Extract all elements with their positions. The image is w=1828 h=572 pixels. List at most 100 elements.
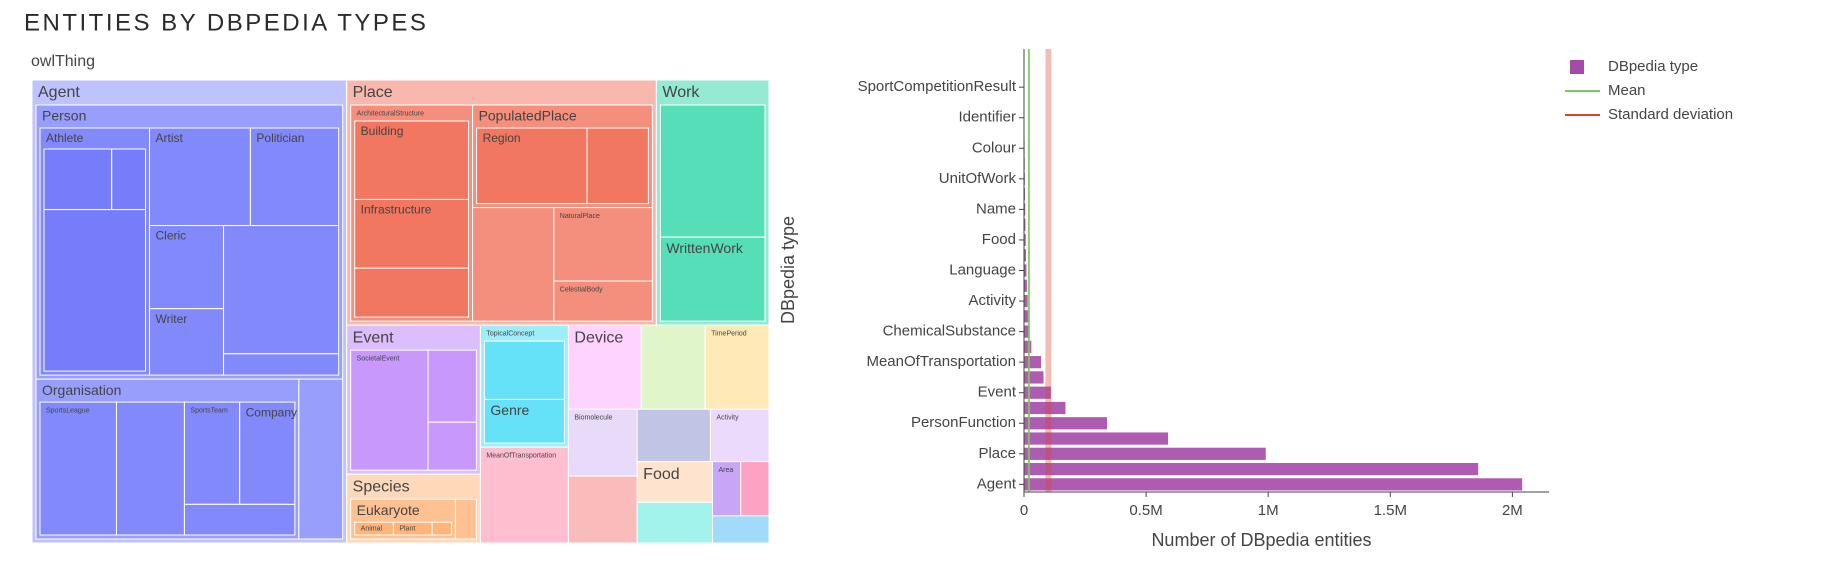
y-tick-label: Name — [976, 200, 1016, 217]
treemap-tile — [636, 501, 714, 544]
bar — [1024, 356, 1042, 369]
treemap-tile — [223, 353, 340, 376]
bar — [1024, 233, 1026, 247]
treemap-tile — [354, 198, 470, 269]
bar — [1024, 401, 1066, 415]
treemap-tile — [354, 267, 470, 318]
treemap-tile — [659, 236, 766, 322]
tile-label: Organisation — [42, 382, 121, 398]
treemap-tile — [640, 324, 706, 410]
x-tick-label: 1M — [1258, 502, 1279, 519]
tile-label: Food — [643, 466, 679, 483]
treemap-tile — [427, 349, 477, 423]
treemap-tile — [115, 401, 185, 536]
tile-label: Device — [574, 329, 623, 346]
tile-label: Writer — [156, 312, 188, 326]
treemap-tile — [43, 209, 147, 372]
bar — [1024, 218, 1026, 231]
bar — [1024, 310, 1029, 323]
tile-label: Species — [353, 478, 410, 495]
tile-label: Agent — [38, 84, 80, 101]
treemap-tile — [350, 498, 456, 540]
x-axis-label: Number of DBpedia entities — [1151, 530, 1371, 550]
treemap-tile — [655, 79, 770, 326]
treemap-tile — [223, 225, 340, 355]
treemap-tile — [39, 127, 151, 376]
bar — [1024, 325, 1030, 338]
legend-swatch — [1570, 60, 1584, 74]
treemap-tile — [659, 104, 766, 238]
tile-label: CelestialBody — [560, 286, 603, 293]
treemap-tile — [183, 401, 241, 505]
treemap-tile — [298, 378, 344, 540]
treemap-tile — [567, 475, 638, 544]
tile-label: Activity — [716, 415, 739, 422]
treemap-tile — [249, 127, 340, 227]
tile-label: Place — [353, 84, 393, 101]
tile-label: Infrastructure — [361, 203, 432, 217]
tile-label: SocietalEvent — [357, 355, 400, 362]
treemap-tile — [149, 308, 225, 376]
y-tick-label: Language — [949, 261, 1016, 278]
treemap-tile — [704, 324, 770, 410]
tile-label: TopicalConcept — [486, 330, 534, 337]
bar — [1024, 203, 1026, 216]
y-tick-label: Place — [978, 445, 1016, 462]
tile-label: SportsLeague — [46, 407, 90, 414]
legend-label: Standard deviation — [1608, 106, 1733, 123]
y-tick-label: PersonFunction — [911, 414, 1016, 431]
treemap-tile — [431, 521, 452, 536]
treemap-tile — [567, 408, 638, 477]
tile-label: Building — [361, 124, 404, 138]
tile-label: MeanOfTransportation — [486, 452, 556, 459]
tile-label: Plant — [399, 525, 415, 532]
treemap-tile — [712, 515, 770, 544]
tile-label: Politician — [256, 131, 304, 145]
bar — [1024, 340, 1032, 353]
tile-label: Work — [662, 84, 700, 101]
treemap-tile — [709, 408, 770, 463]
y-tick-label: Identifier — [958, 109, 1016, 126]
treemap-tile — [149, 127, 251, 227]
tile-label: TimePeriod — [711, 330, 747, 337]
treemap-tile — [636, 408, 711, 463]
treemap-tile — [479, 446, 569, 544]
y-tick-label: SportCompetitionResult — [858, 78, 1017, 95]
bar — [1024, 478, 1523, 491]
tile-label: SportsTeam — [190, 407, 228, 414]
legend-label: Mean — [1608, 82, 1646, 99]
treemap-tile — [354, 120, 470, 200]
bar — [1024, 462, 1479, 476]
tile-label: Athlete — [46, 131, 84, 145]
tile-label: Cleric — [156, 229, 187, 243]
y-tick-label: Colour — [972, 139, 1016, 156]
tile-label: Company — [246, 405, 297, 419]
treemap-tile — [427, 421, 477, 471]
treemap-tile — [183, 503, 296, 536]
treemap-tile — [553, 207, 653, 282]
bar — [1024, 386, 1051, 399]
treemap-tile — [346, 473, 481, 544]
treemap-tile — [472, 207, 555, 322]
treemap-tile — [149, 225, 225, 310]
y-tick-label: MeanOfTransportation — [866, 353, 1016, 370]
treemap-tile — [35, 104, 344, 380]
tile-label: WrittenWork — [666, 240, 743, 256]
tile-label: ArchitecturalStructure — [357, 110, 424, 117]
treemap-tile — [454, 498, 477, 540]
treemap-tile — [483, 340, 565, 400]
treemap-tile — [39, 401, 117, 536]
bar — [1024, 249, 1026, 262]
y-tick-label: ChemicalSubstance — [883, 323, 1016, 340]
treemap-tile — [553, 280, 653, 322]
tile-label: Artist — [156, 131, 184, 145]
bar — [1024, 417, 1108, 430]
y-tick-label: Agent — [977, 475, 1017, 492]
treemap-tile — [740, 461, 770, 517]
bar — [1024, 294, 1028, 308]
x-tick-label: 0.5M — [1129, 502, 1162, 519]
bar — [1024, 264, 1027, 277]
treemap-tile — [31, 79, 348, 544]
